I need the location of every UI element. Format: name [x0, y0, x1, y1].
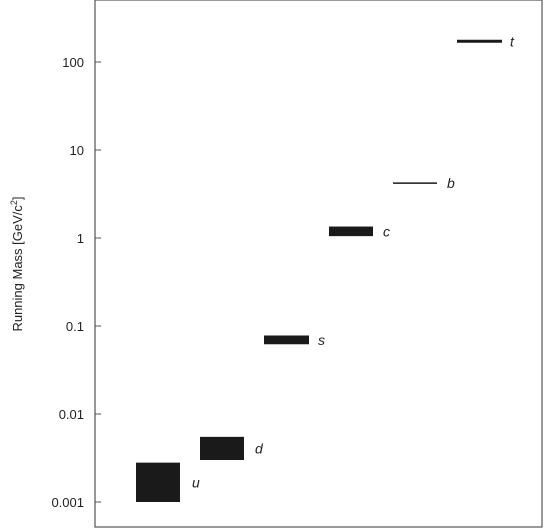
- quark-label-t: t: [510, 33, 515, 49]
- y-tick-label: 10: [70, 143, 84, 158]
- quark-mass-marks: u d s c b t: [136, 33, 515, 502]
- quark-label-u: u: [192, 474, 200, 490]
- y-axis: 100 10 1 0.1 0.01 0.001: [51, 55, 101, 510]
- y-tick-label: 0.1: [66, 319, 84, 334]
- mass-range-c: [329, 226, 373, 237]
- y-axis-title-sup: 2: [9, 200, 19, 205]
- y-axis-title-main: Running Mass [GeV/c: [10, 205, 25, 332]
- quark-label-d: d: [255, 440, 264, 456]
- quark-label-s: s: [318, 332, 325, 348]
- mass-range-u: [136, 462, 180, 502]
- y-tick-label: 0.01: [59, 407, 84, 422]
- y-tick-label: 100: [62, 55, 84, 70]
- plot-frame: [94, 0, 543, 528]
- quark-label-c: c: [383, 223, 390, 239]
- y-tick-label: 1: [77, 231, 84, 246]
- y-axis-title: Running Mass [GeV/c2]: [9, 196, 25, 331]
- mass-range-d: [200, 436, 244, 461]
- mass-range-s: [264, 335, 309, 345]
- quark-label-b: b: [447, 175, 455, 191]
- y-axis-title-end: ]: [10, 196, 25, 200]
- y-tick-label: 0.001: [51, 495, 84, 510]
